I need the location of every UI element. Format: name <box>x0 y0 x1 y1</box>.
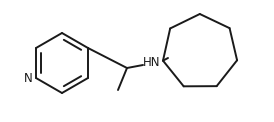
Text: N: N <box>24 71 33 85</box>
Text: HN: HN <box>143 56 161 68</box>
